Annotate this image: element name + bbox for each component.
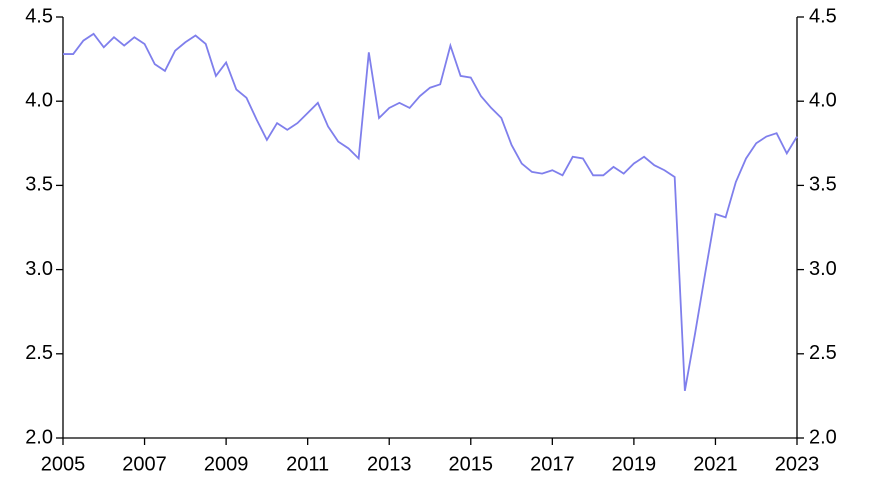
y2-tick-label: 2.0 [809, 426, 837, 448]
y2-tick-label: 3.0 [809, 258, 837, 280]
x-tick-label: 2019 [612, 453, 657, 475]
x-tick-label: 2017 [530, 453, 575, 475]
x-tick-label: 2009 [204, 453, 249, 475]
y2-tick-label: 4.5 [809, 5, 837, 27]
x-tick-label: 2005 [41, 453, 86, 475]
x-tick-label: 2011 [286, 453, 329, 475]
x-tick-label: 2015 [449, 453, 494, 475]
x-tick-label: 2007 [122, 453, 167, 475]
y2-tick-label: 2.5 [809, 342, 837, 364]
y-tick-label: 3.5 [25, 174, 53, 196]
data-line [63, 32, 798, 392]
y-tick-label: 2.5 [25, 342, 53, 364]
y-tick-label: 2.0 [25, 426, 53, 448]
x-tick-label: 2013 [367, 453, 412, 475]
x-tick-label: 2023 [775, 453, 820, 475]
x-tick-label: 2021 [693, 453, 738, 475]
y2-tick-label: 3.5 [809, 174, 837, 196]
y2-tick-label: 4.0 [809, 89, 837, 111]
y-tick-label: 4.0 [25, 89, 53, 111]
y-tick-label: 4.5 [25, 5, 53, 27]
y-tick-label: 3.0 [25, 258, 53, 280]
